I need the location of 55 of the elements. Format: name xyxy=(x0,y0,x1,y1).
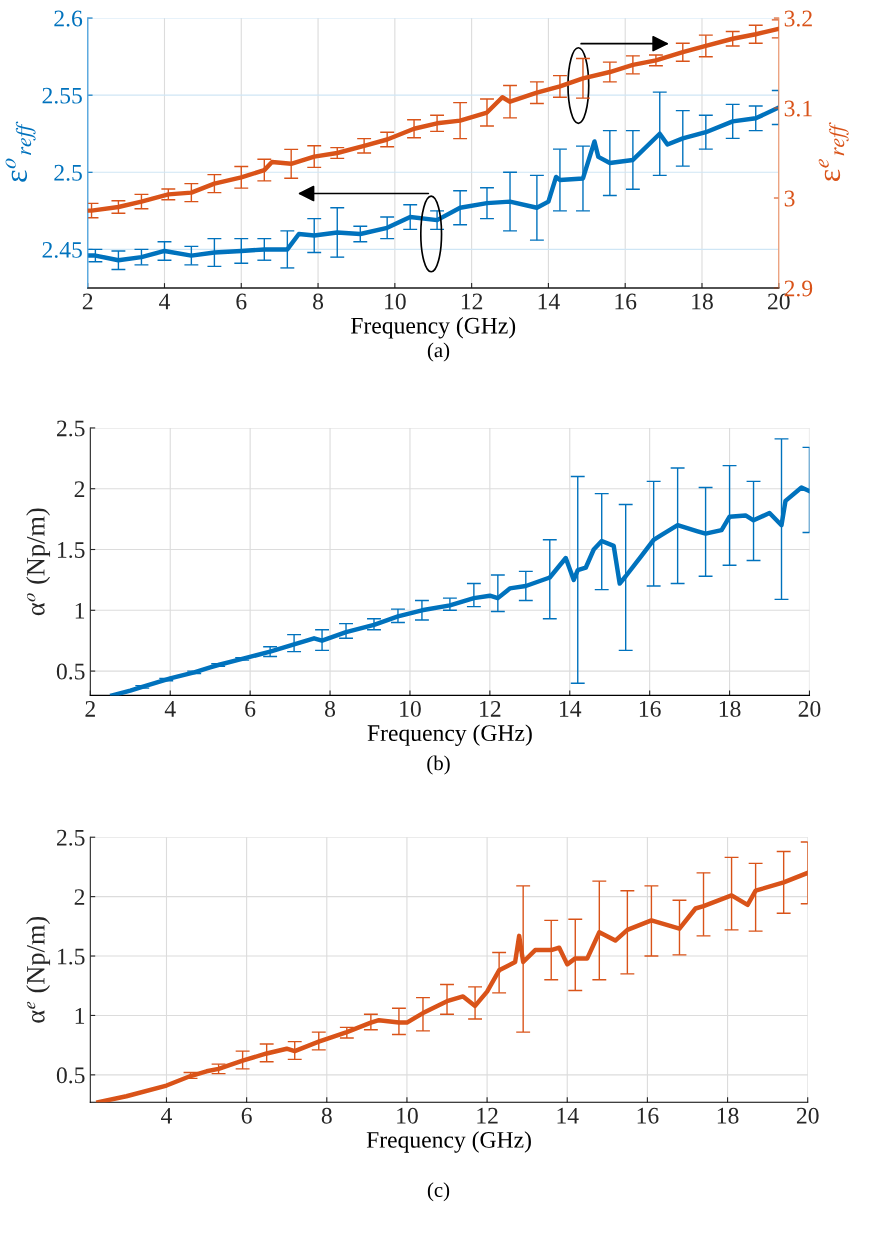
x-tick-label: 16 xyxy=(637,1107,659,1124)
x-tick-label: 6 xyxy=(245,701,256,717)
x-tick-label: 2 xyxy=(85,701,95,717)
y2-tick-label: 3 xyxy=(784,190,795,207)
x-tick-label: 8 xyxy=(325,700,336,717)
y-tick-label: 2 xyxy=(74,889,85,905)
y-tick-label: 1 xyxy=(75,602,85,619)
x-tick-label: 10 xyxy=(397,1107,418,1124)
y2-tick-label: 3.1 xyxy=(784,100,812,117)
y-tick-label: 2.5 xyxy=(56,420,85,437)
x-tick-label: 8 xyxy=(313,293,324,310)
x-tick-label: 20 xyxy=(798,700,821,717)
x-tick-label: 16 xyxy=(639,701,661,717)
x-tick-label: 16 xyxy=(615,293,637,310)
text: (a) xyxy=(427,342,450,362)
y-tick-label: 1 xyxy=(75,1008,85,1024)
x-axis-title: Frequency (GHz) xyxy=(367,724,532,746)
x-tick-label: 14 xyxy=(557,1107,579,1124)
x-tick-label: 18 xyxy=(692,293,713,310)
y-axis-title: ε$^{o}$$_{reff}$ xyxy=(5,121,36,182)
y-tick-label: 2 xyxy=(74,481,85,497)
x-tick-label: 4 xyxy=(159,293,171,310)
x-tick-label: 4 xyxy=(161,1107,173,1124)
x-axis-title: Frequency (GHz) xyxy=(350,317,516,339)
y-tick-label: 1.5 xyxy=(58,542,85,559)
y2-tick-label: 3.2 xyxy=(784,10,812,27)
x-tick-label: 10 xyxy=(385,293,406,310)
text: (b) xyxy=(427,755,450,775)
x-tick-label: 18 xyxy=(719,700,741,717)
x-tick-label: 20 xyxy=(796,1107,819,1124)
y-tick-label: 2.55 xyxy=(42,87,82,104)
y-tick-label: 2.45 xyxy=(42,241,82,258)
x-tick-label: 6 xyxy=(236,293,247,310)
x-tick-label: 12 xyxy=(461,293,483,310)
x-tick-label: 12 xyxy=(480,701,501,717)
y-axis-title: α$^{o}$ (Np/m) xyxy=(26,508,51,616)
y-axis-title: α$^{e}$ (Np/m) xyxy=(26,916,51,1023)
x-axis-title: Frequency (GHz) xyxy=(366,1131,531,1153)
text: (c) xyxy=(427,1182,450,1202)
y-tick-label: 2.5 xyxy=(54,164,82,181)
x-tick-label: 10 xyxy=(400,700,421,717)
x-tick-label: 18 xyxy=(717,1107,739,1124)
y-tick-label: 1.5 xyxy=(58,948,85,965)
x-tick-label: 8 xyxy=(321,1107,332,1124)
y-tick-label: 2.5 xyxy=(56,829,85,846)
x-tick-label: 14 xyxy=(560,701,582,717)
x-tick-label: 14 xyxy=(538,293,560,310)
y-tick-label: 2.6 xyxy=(54,10,83,27)
y-tick-label: 0.5 xyxy=(56,1067,85,1084)
x-tick-label: 12 xyxy=(477,1107,498,1124)
line-series xyxy=(87,26,779,213)
x-tick-label: 6 xyxy=(241,1107,252,1124)
x-tick-label: 4 xyxy=(164,701,176,717)
y-tick-label: 0.5 xyxy=(56,663,85,680)
y2-axis-title: ε$^{e}$$_{reff}$ xyxy=(818,122,849,182)
